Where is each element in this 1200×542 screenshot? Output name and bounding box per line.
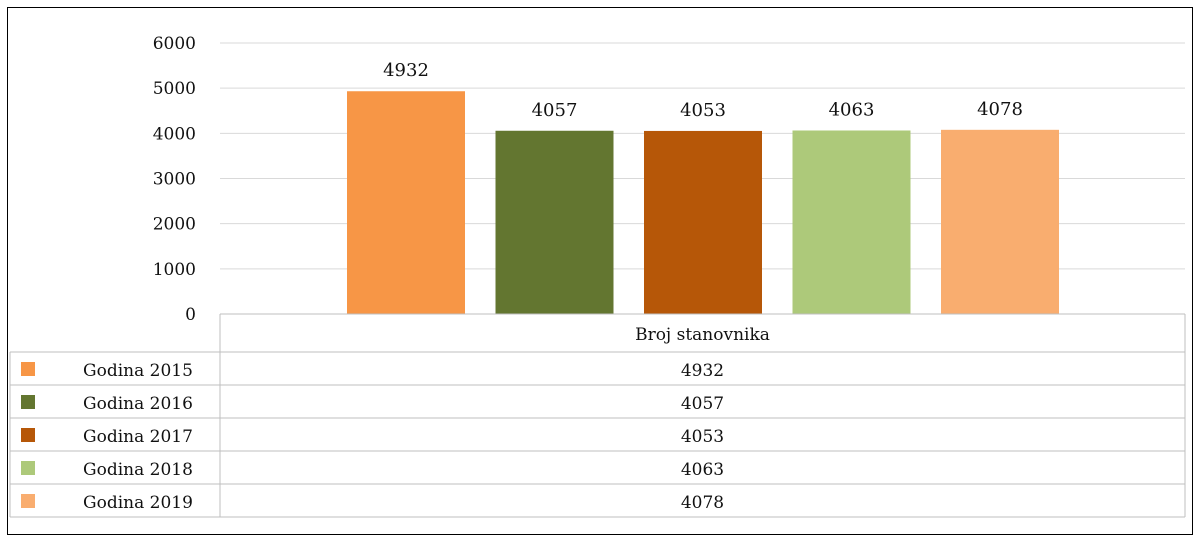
y-tick-label: 6000 — [153, 34, 196, 54]
data-label: 4078 — [977, 99, 1023, 120]
y-tick-label: 0 — [185, 305, 196, 325]
y-tick-label: 2000 — [153, 215, 196, 235]
data-label: 4057 — [532, 100, 578, 121]
y-tick-label: 3000 — [153, 170, 196, 190]
legend-label: Godina 2017 — [83, 427, 193, 447]
legend-swatch — [21, 461, 35, 475]
data-label: 4063 — [829, 99, 875, 120]
chart-frame — [7, 7, 1193, 535]
legend-swatch — [21, 362, 35, 376]
legend-label: Godina 2019 — [83, 493, 193, 513]
category-label: Broj stanovnika — [635, 325, 770, 345]
bars — [347, 91, 1059, 314]
legend-label: Godina 2015 — [83, 361, 193, 381]
table-value: 4932 — [681, 361, 724, 381]
y-tick-label: 1000 — [153, 260, 196, 280]
table-value: 4053 — [681, 427, 724, 447]
legend-swatch — [21, 428, 35, 442]
table-value: 4057 — [681, 394, 724, 414]
data-labels: 4932 4057 4053 4063 4078 — [383, 60, 1023, 121]
y-tick-label: 5000 — [153, 79, 196, 99]
legend-swatch — [21, 395, 35, 409]
bar — [644, 130, 762, 314]
data-label: 4053 — [680, 100, 726, 121]
table-value: 4063 — [681, 460, 724, 480]
legend-swatch — [21, 494, 35, 508]
bar — [495, 130, 614, 314]
bar — [792, 130, 911, 314]
y-axis-ticks: 0 1000 2000 3000 4000 5000 6000 — [153, 34, 196, 325]
y-tick-label: 4000 — [153, 124, 196, 144]
bar — [347, 91, 465, 314]
bar — [941, 129, 1059, 314]
data-label: 4932 — [383, 60, 429, 81]
legend-label: Godina 2016 — [83, 394, 193, 414]
data-table: Broj stanovnika Godina 2015 4932 Godina 201… — [9, 313, 1186, 518]
legend-label: Godina 2018 — [83, 460, 193, 480]
table-value: 4078 — [681, 493, 724, 513]
